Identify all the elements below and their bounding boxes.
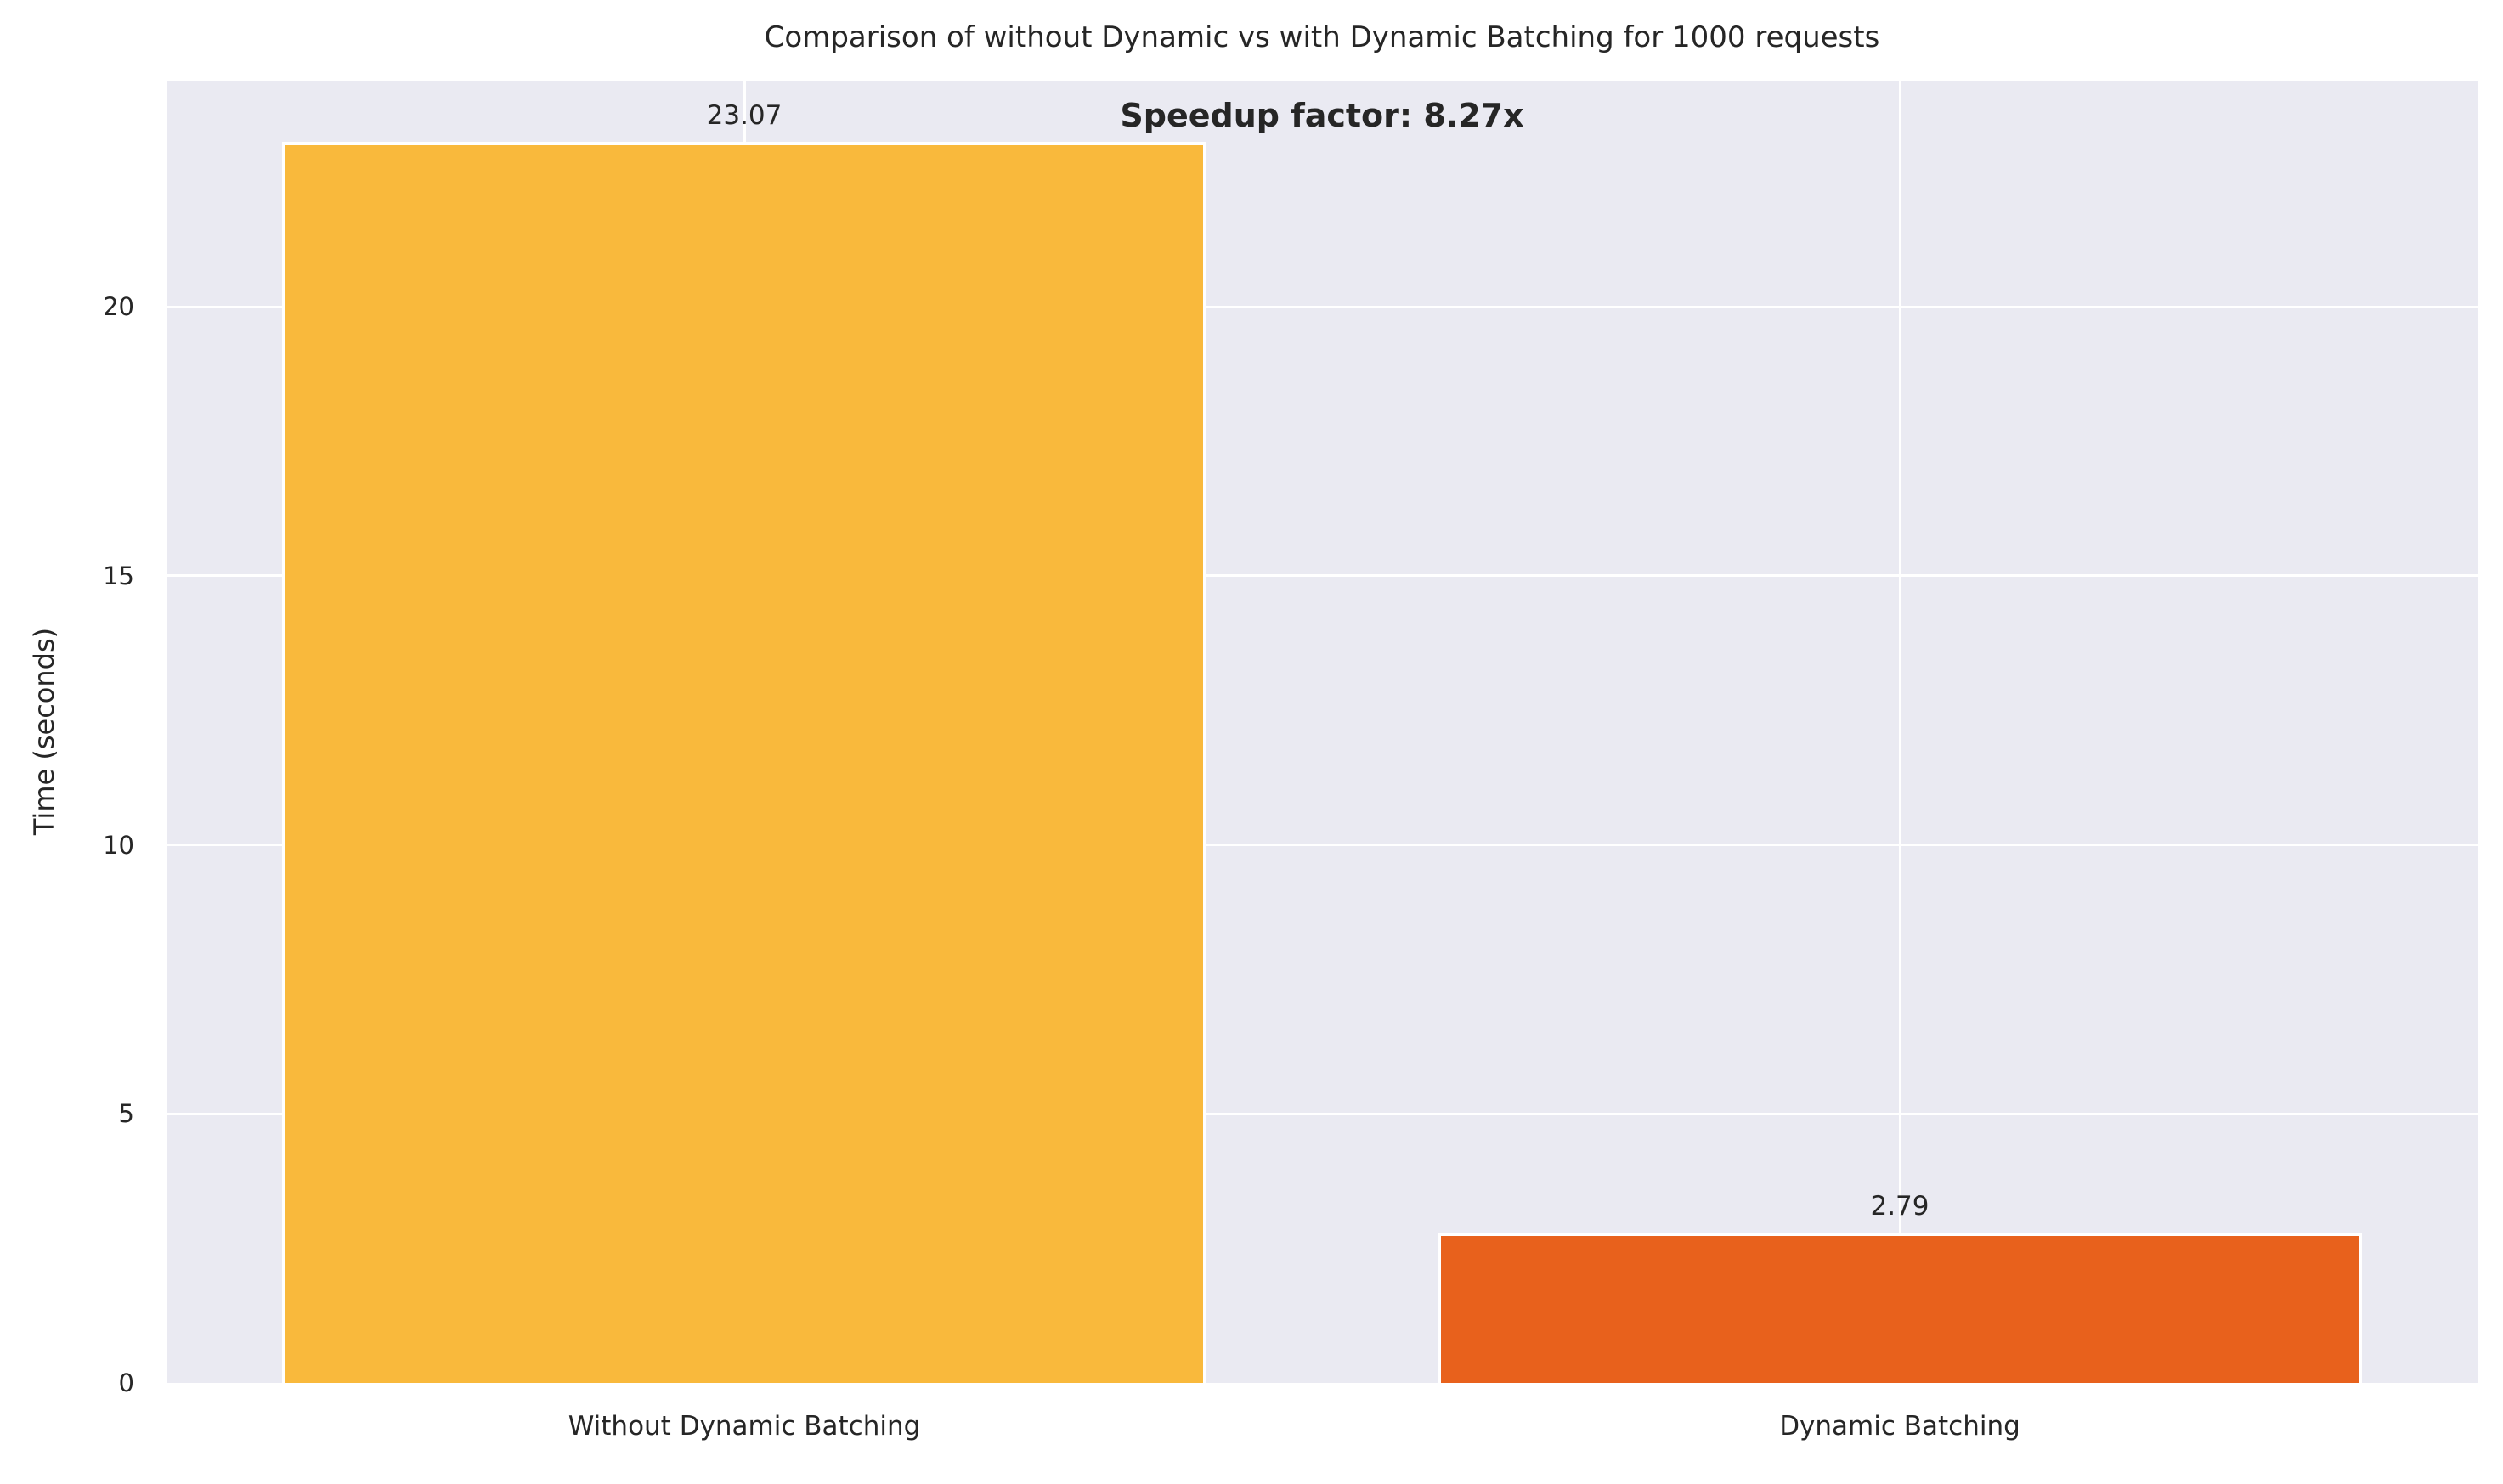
bar-value-label-without-dynamic-batching: 23.07 xyxy=(706,99,783,131)
bar-dynamic-batching xyxy=(1438,1233,2362,1383)
gridline-y-15 xyxy=(167,574,2478,578)
y-tick-label-15: 15 xyxy=(103,561,134,590)
gridline-y-10 xyxy=(167,844,2478,847)
bar-without-dynamic-batching xyxy=(282,141,1206,1383)
y-axis-label: Time (seconds) xyxy=(28,627,60,836)
gridline-y-5 xyxy=(167,1112,2478,1115)
gridline-x-dynamic-batching xyxy=(1898,81,1901,1383)
y-tick-label-20: 20 xyxy=(103,292,134,322)
x-tick-label-without-dynamic-batching: Without Dynamic Batching xyxy=(568,1411,921,1442)
speedup-annotation: Speedup factor: 8.27x xyxy=(1120,97,1524,134)
x-tick-label-dynamic-batching: Dynamic Batching xyxy=(1779,1411,2020,1442)
chart-title: Comparison of without Dynamic vs with Dy… xyxy=(764,20,1880,54)
gridline-y-20 xyxy=(167,305,2478,308)
bar-value-label-dynamic-batching: 2.79 xyxy=(1870,1191,1930,1222)
y-tick-label-0: 0 xyxy=(118,1368,134,1397)
plot-area: Speedup factor: 8.27x 23.07 2.79 xyxy=(167,81,2478,1383)
y-tick-label-5: 5 xyxy=(118,1099,134,1129)
y-tick-label-10: 10 xyxy=(103,830,134,860)
